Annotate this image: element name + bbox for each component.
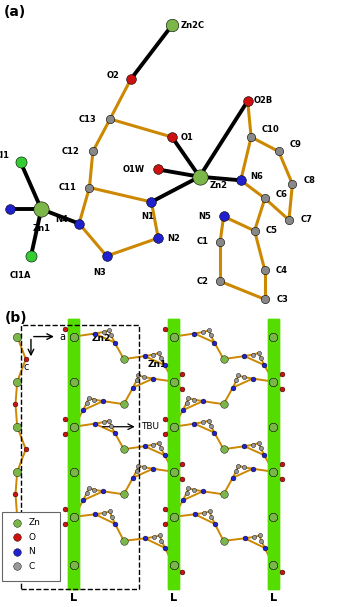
Text: Zn: Zn — [28, 518, 40, 527]
Text: C8: C8 — [304, 176, 315, 185]
Text: L: L — [270, 593, 277, 603]
Bar — [168, 319, 179, 589]
Text: N2: N2 — [167, 234, 180, 243]
Text: L: L — [71, 593, 77, 603]
Text: N5: N5 — [198, 212, 211, 221]
Text: O2B: O2B — [254, 97, 273, 106]
Text: C2: C2 — [197, 277, 209, 286]
Text: O1: O1 — [181, 132, 194, 141]
Text: C13: C13 — [79, 115, 97, 123]
Text: L: L — [170, 593, 177, 603]
Text: N: N — [28, 548, 35, 556]
Bar — [268, 319, 279, 589]
Text: Zn2: Zn2 — [91, 334, 110, 343]
Text: N1: N1 — [141, 212, 154, 221]
FancyBboxPatch shape — [2, 512, 60, 582]
Text: C9: C9 — [290, 140, 302, 149]
Text: c: c — [24, 362, 29, 372]
Text: C: C — [28, 561, 34, 571]
Text: Zn1: Zn1 — [148, 359, 167, 368]
Text: (a): (a) — [3, 5, 26, 19]
Text: (b): (b) — [5, 311, 28, 325]
Text: O2: O2 — [107, 71, 120, 80]
Text: N6: N6 — [250, 172, 263, 181]
Text: C10: C10 — [261, 125, 279, 134]
Text: C6: C6 — [276, 190, 288, 199]
Text: TBU: TBU — [141, 422, 159, 431]
Text: C3: C3 — [276, 295, 288, 304]
Bar — [68, 319, 79, 589]
Text: Zn2: Zn2 — [209, 181, 227, 190]
Bar — [168, 319, 179, 589]
Text: Zn2C: Zn2C — [181, 21, 205, 30]
Text: L: L — [270, 593, 277, 603]
Text: Zn1: Zn1 — [32, 225, 50, 234]
Text: a: a — [59, 331, 65, 342]
Text: O: O — [28, 533, 35, 542]
Text: C12: C12 — [62, 147, 79, 156]
Text: C7: C7 — [300, 215, 312, 225]
Text: Cl1: Cl1 — [0, 151, 9, 160]
Bar — [68, 319, 79, 589]
Text: N3: N3 — [93, 268, 106, 277]
Text: C4: C4 — [276, 266, 288, 275]
Text: N4: N4 — [55, 215, 68, 225]
Text: C1: C1 — [197, 237, 209, 246]
Text: C5: C5 — [266, 226, 278, 236]
Text: O1W: O1W — [123, 165, 145, 174]
Text: L: L — [71, 593, 77, 603]
Text: L: L — [170, 593, 177, 603]
Bar — [268, 319, 279, 589]
Text: Cl1A: Cl1A — [10, 271, 31, 280]
Text: C11: C11 — [58, 183, 76, 192]
